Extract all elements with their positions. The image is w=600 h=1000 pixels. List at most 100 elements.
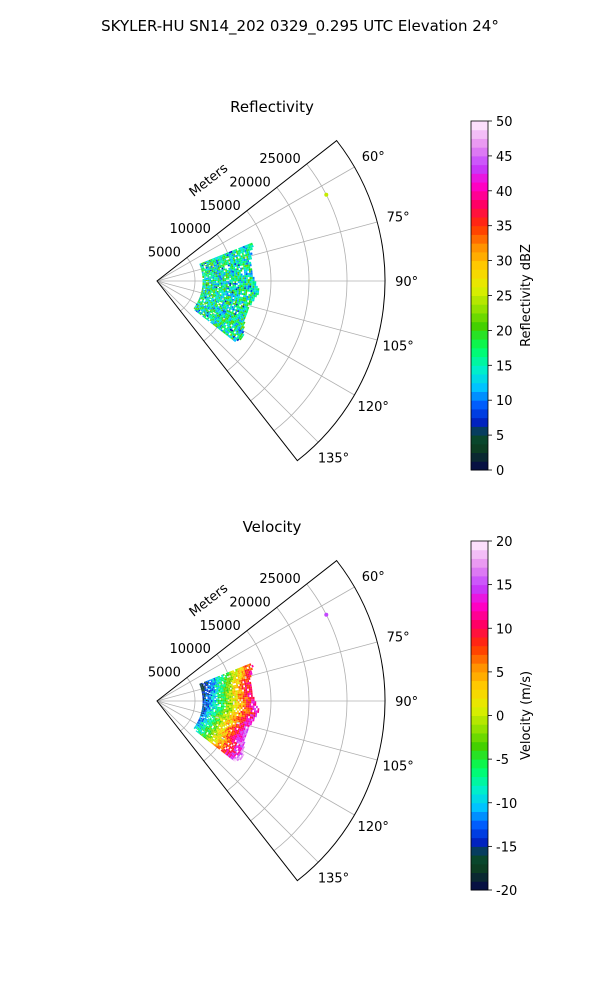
echo-cell (241, 259, 244, 262)
echo-cell (200, 717, 203, 720)
colorbar-segment (471, 689, 488, 699)
echo-cell (212, 275, 215, 278)
echo-cell (241, 313, 244, 317)
echo-cell (202, 735, 205, 738)
echo-cell (249, 681, 252, 685)
echo-cell (207, 701, 210, 703)
echo-cell (208, 263, 211, 266)
echo-cell (227, 276, 230, 278)
echo-cell (219, 699, 222, 702)
echo-cell (249, 261, 252, 265)
echo-cell (243, 299, 246, 302)
echo-cell (203, 295, 206, 298)
echo-cell (206, 315, 209, 318)
echo-cell (230, 329, 234, 332)
echo-cell (238, 667, 241, 671)
colorbar-segment (471, 575, 488, 586)
echo-cell (223, 263, 226, 266)
echo-cell (216, 699, 218, 702)
colorbar-segment (471, 278, 488, 288)
colorbar-tick-label: -15 (496, 840, 517, 855)
echo-cell (209, 687, 212, 689)
echo-cell (248, 684, 251, 687)
echo-cell (207, 711, 210, 714)
echo-cell (203, 736, 206, 739)
echo-cell (238, 300, 241, 303)
echo-cell (232, 724, 235, 727)
echo-cell (243, 295, 246, 298)
echo-cell (218, 706, 221, 709)
echo-cell (221, 270, 224, 273)
echo-cell (213, 286, 216, 288)
echo-cell (237, 671, 241, 675)
echo-cell (215, 706, 218, 709)
echo-cell (196, 306, 199, 309)
echo-cell (207, 286, 209, 289)
echo-cell (222, 259, 225, 262)
echo-cell (231, 337, 234, 341)
echo-cell (212, 282, 215, 284)
echo-cell (236, 307, 239, 310)
echo-cell (222, 713, 225, 716)
echo-cell (250, 285, 253, 288)
echo-cell (210, 721, 213, 724)
colorbar-segment (471, 408, 488, 419)
echo-cell (242, 245, 246, 249)
echo-cell (219, 732, 222, 735)
echo-cell (207, 699, 210, 702)
echo-cell (251, 714, 254, 717)
echo-cell (230, 723, 233, 727)
echo-cell (217, 713, 220, 716)
echo-cell (225, 707, 228, 710)
echo-cell (212, 718, 215, 721)
echo-cell (232, 275, 235, 278)
echo-cell (224, 694, 226, 697)
echo-cell (202, 702, 205, 704)
echo-cell (207, 730, 210, 733)
echo-cell (236, 715, 239, 719)
echo-cell (224, 320, 227, 324)
echo-cell (234, 274, 236, 276)
echo-cell (225, 276, 228, 279)
velocity-panel: Velocity 500010000150002000025000Meters6… (148, 518, 534, 899)
echo-cell (246, 686, 249, 689)
echo-cell (221, 281, 223, 283)
echo-cell (249, 287, 251, 290)
echo-cell (237, 331, 241, 334)
echo-cell (248, 670, 251, 674)
echo-cell (241, 731, 245, 735)
echo-cell (236, 686, 239, 689)
echo-cell (257, 288, 260, 291)
echo-cell (214, 713, 217, 715)
echo-cell (206, 304, 209, 307)
echo-cell (241, 748, 244, 751)
echo-cell (237, 695, 240, 698)
echo-cell (214, 294, 217, 297)
echo-cell (236, 268, 239, 271)
echo-cell (246, 699, 248, 702)
echo-cell (250, 268, 253, 271)
echo-cell (244, 277, 247, 280)
echo-cell (204, 284, 206, 286)
echo-cell (210, 321, 213, 324)
echo-cell (247, 709, 250, 712)
echo-cell (205, 267, 208, 269)
echo-cell (249, 722, 252, 726)
echo-cell (204, 688, 207, 691)
echo-cell (209, 717, 212, 720)
echo-cell (216, 681, 219, 683)
echo-cell (239, 257, 242, 260)
echo-cell (194, 726, 197, 729)
echo-cell (227, 726, 230, 729)
colorbar-tick-label: 35 (496, 220, 513, 235)
echo-cell (216, 321, 219, 324)
echo-cell (235, 708, 238, 711)
echo-cell (233, 675, 236, 678)
echo-cell (212, 693, 214, 695)
echo-cell (209, 310, 212, 313)
colorbar-segment (471, 872, 488, 882)
echo-cell (241, 721, 244, 724)
echo-cell (204, 711, 207, 713)
echo-cell (214, 688, 217, 691)
